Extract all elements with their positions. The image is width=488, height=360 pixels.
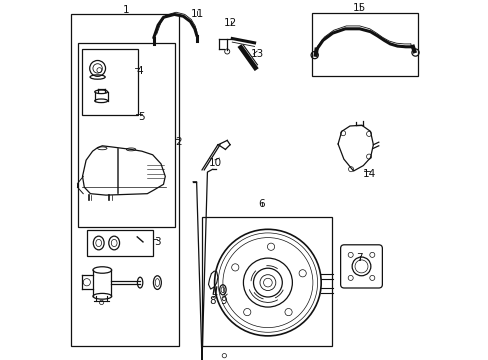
- Text: 12: 12: [224, 18, 237, 28]
- Bar: [71, 14, 179, 346]
- Text: 15: 15: [352, 3, 366, 13]
- Text: 8: 8: [209, 296, 216, 306]
- Text: 11: 11: [190, 9, 203, 19]
- Text: 14: 14: [363, 168, 376, 179]
- Text: 6: 6: [258, 199, 264, 210]
- Bar: [78, 43, 175, 227]
- Text: 5: 5: [138, 112, 145, 122]
- Text: 2: 2: [175, 137, 182, 147]
- FancyBboxPatch shape: [340, 245, 382, 288]
- Bar: [202, 217, 331, 346]
- Text: 3: 3: [154, 237, 161, 247]
- Bar: [87, 230, 153, 256]
- Text: 10: 10: [208, 158, 221, 168]
- Text: 1: 1: [122, 5, 129, 15]
- Text: 13: 13: [250, 49, 263, 59]
- Bar: [81, 49, 137, 115]
- Text: 7: 7: [356, 253, 362, 264]
- Text: 9: 9: [220, 296, 226, 306]
- Text: 4: 4: [136, 66, 142, 76]
- Bar: [311, 13, 418, 76]
